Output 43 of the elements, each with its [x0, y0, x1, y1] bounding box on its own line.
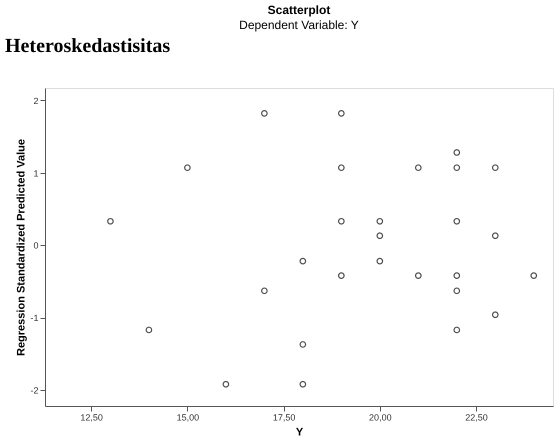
x-tick-label: 22,50 [465, 412, 488, 422]
y-axis-title: Regression Standardized Predicted Value [16, 138, 28, 356]
x-tick-label: 12,50 [80, 412, 103, 422]
point [376, 258, 384, 264]
x-tick-label: 20,00 [369, 412, 392, 422]
point [338, 110, 345, 117]
x-tick-label: 15,00 [176, 412, 200, 422]
point [453, 164, 460, 172]
point [453, 287, 460, 294]
point [184, 164, 191, 172]
point [338, 218, 345, 225]
y-tick-label: -2 [30, 386, 38, 396]
point [453, 326, 460, 334]
point [414, 164, 422, 172]
point [300, 258, 306, 264]
point [492, 232, 499, 240]
x-axis-title: Y [296, 426, 304, 438]
point [107, 218, 114, 225]
point [453, 218, 460, 225]
chart-subtitle: Dependent Variable: Y [239, 18, 359, 32]
point [338, 164, 345, 172]
point [146, 326, 152, 334]
point [376, 232, 384, 240]
point [300, 380, 306, 388]
point [261, 287, 268, 294]
y-tick-label: 1 [33, 168, 38, 178]
text: Heteroskedastisitas [5, 35, 170, 57]
point [530, 272, 538, 279]
point [453, 272, 460, 279]
point [376, 218, 384, 225]
point [492, 311, 499, 318]
y-tick-label: -1 [30, 313, 38, 324]
chart-title: Scatterplot [268, 3, 330, 17]
point [261, 110, 268, 117]
point [222, 380, 230, 388]
point [300, 341, 306, 348]
x-tick-label: 17,50 [272, 412, 296, 422]
y-tick-label: 2 [33, 96, 38, 106]
point [338, 272, 345, 279]
point [414, 272, 422, 279]
y-tick-label: 0 [33, 240, 38, 251]
point [453, 149, 460, 156]
point [492, 164, 499, 172]
